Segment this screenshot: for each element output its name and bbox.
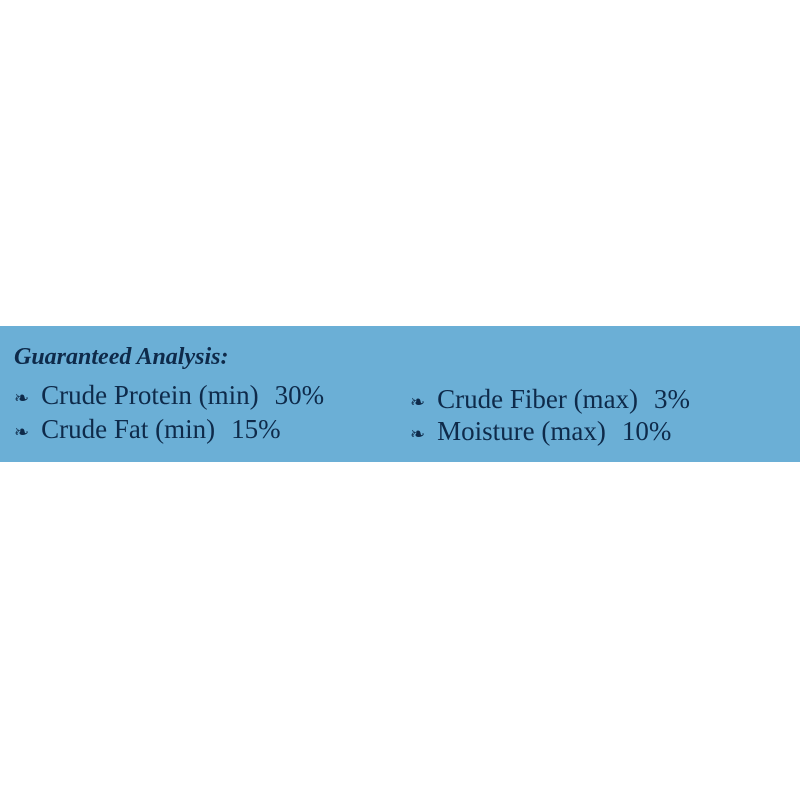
item-value: 3% [654, 384, 691, 414]
item: ❧ Crude Fiber (max) 3% [410, 384, 691, 414]
item-name: Crude Fat (min) [41, 414, 216, 444]
item-name: Crude Fiber (max) [437, 384, 639, 414]
item-name: Crude Protein (min) [41, 380, 259, 410]
item: ❧ Moisture (max) 10% [410, 416, 672, 446]
item-value: 30% [274, 380, 325, 410]
item: ❧ Crude Fat (min) 15% [14, 414, 281, 444]
item-value: 15% [231, 414, 281, 444]
item: ❧ Crude Protein (min) 30% [14, 380, 325, 410]
item-name: Moisture (max) [437, 416, 606, 446]
title: Guaranteed Analysis: [14, 344, 229, 370]
item-value: 10% [621, 416, 672, 446]
label-strip: Guaranteed Analysis: ❧ Crude Protein (min… [0, 326, 800, 462]
